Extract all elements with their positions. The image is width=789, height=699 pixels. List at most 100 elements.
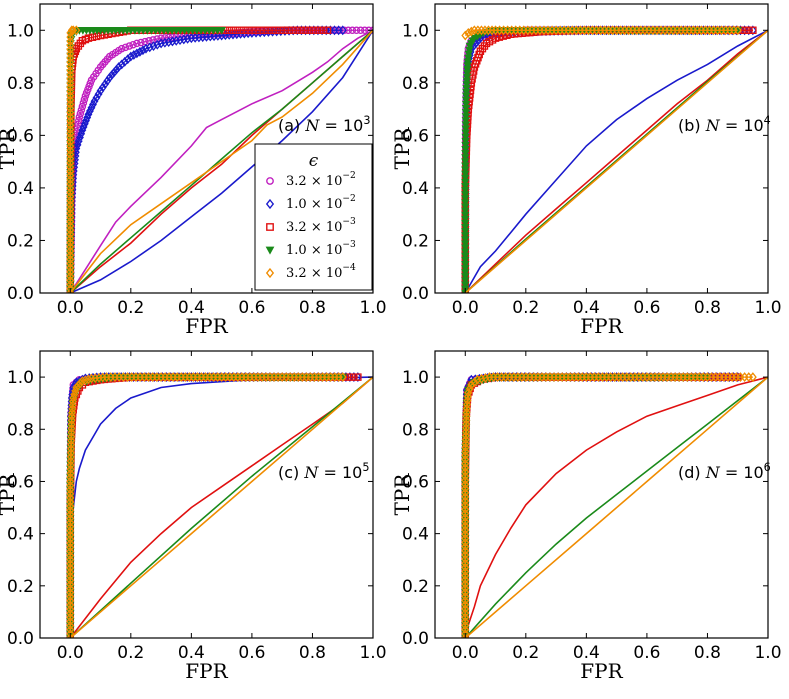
legend-times: × [307, 243, 326, 258]
series-markers [461, 372, 757, 638]
y-tick-label: 0.6 [402, 126, 429, 146]
legend-title: ϵ [309, 151, 319, 171]
series-5 [461, 372, 768, 638]
panel-label-equals: = [720, 463, 744, 482]
x-axis-label: FPR [185, 659, 228, 683]
panel-c: 0.0 0.2 0.4 0.6 0.8 1.0 0.0 0.2 0.4 0.6 0.8 1.0 FPR T… [0, 350, 387, 683]
y-tick-label: 0.0 [7, 629, 34, 649]
series-5 [66, 25, 373, 293]
data-layer [461, 372, 768, 638]
y-tick-label: 0.8 [402, 420, 429, 440]
panel-label: (c) N = 105 [278, 461, 369, 482]
data-layer [66, 25, 373, 293]
legend-power-base: 10 [326, 220, 343, 235]
panel-label-var: N [705, 463, 721, 482]
x-tick-label: 0.4 [573, 298, 600, 318]
y-tick-label: 0.2 [7, 577, 34, 597]
y-tick-label: 0.0 [402, 284, 429, 304]
series-line [464, 376, 768, 638]
x-tick-label: 0.0 [57, 643, 84, 663]
x-tick-label: 0.6 [633, 643, 660, 663]
x-tick-label: 0.2 [512, 298, 539, 318]
series-markers [66, 25, 81, 293]
y-tick-label: 1.0 [7, 21, 34, 41]
legend-times: × [307, 174, 326, 189]
legend-times: × [307, 220, 326, 235]
axes-frame [39, 350, 374, 639]
panel-label: (a) N = 103 [278, 114, 370, 135]
legend-mantissa: 3.2 [286, 266, 307, 281]
series-line [69, 29, 373, 293]
series-line [69, 376, 373, 638]
y-tick-label: 0.8 [7, 420, 34, 440]
panel-label-equals: = [318, 463, 342, 482]
y-tick-label: 0.8 [402, 74, 429, 94]
panel-label: (b) N = 104 [678, 114, 771, 135]
panel-label-prefix: (a) [278, 116, 305, 135]
panel-b: 0.0 0.2 0.4 0.6 0.8 1.0 0.0 0.2 0.4 0.6 0.8 1.0 FPR T… [390, 3, 782, 338]
y-tick-label: 1.0 [402, 21, 429, 41]
legend-power-exponent: −3 [342, 240, 356, 250]
series-line [69, 29, 373, 293]
x-axis-label: FPR [580, 314, 623, 338]
y-axis-label: TPR [0, 127, 19, 170]
legend-entry-label: 1.0 × 10−3 [286, 240, 356, 258]
x-tick-label: 0.0 [452, 643, 479, 663]
series-markers [66, 26, 332, 293]
legend-entry-label: 3.2 × 10−2 [286, 171, 356, 189]
panel-d: 0.0 0.2 0.4 0.6 0.8 1.0 0.0 0.2 0.4 0.6 0.8 1.0 FPR T… [390, 350, 782, 683]
axes-frame [39, 3, 374, 294]
series-line [464, 376, 768, 638]
y-tick-label: 0.6 [7, 472, 34, 492]
legend-marker [266, 223, 274, 231]
panel-label-power-exponent: 3 [363, 114, 370, 127]
panel-label-var: N [304, 116, 320, 135]
legend-power-exponent: −3 [342, 217, 356, 227]
y-tick-label: 0.0 [7, 284, 34, 304]
x-tick-label: 0.4 [178, 298, 205, 318]
panel-label-power-exponent: 6 [764, 461, 771, 474]
y-tick-label: 0.2 [7, 231, 34, 251]
legend-times: × [307, 266, 326, 281]
panel-label-prefix: (b) [678, 116, 706, 135]
series-marker-line [69, 376, 343, 638]
data-layer [461, 25, 768, 293]
legend-times: × [307, 197, 326, 212]
panel-label-power-base: 10 [343, 116, 363, 135]
legend-power-base: 10 [326, 243, 343, 258]
y-tick-label: 1.0 [7, 368, 34, 388]
x-tick-label: 0.6 [238, 298, 265, 318]
x-tick-label: 0.8 [694, 298, 721, 318]
y-tick-label: 1.0 [402, 368, 429, 388]
panel-label-var: N [303, 463, 319, 482]
y-tick-label: 0.4 [7, 179, 34, 199]
series-line [69, 376, 373, 638]
legend-marker [265, 246, 275, 255]
x-tick-label: 0.0 [452, 298, 479, 318]
panel-label-prefix: (d) [678, 463, 706, 482]
series-markers [461, 25, 742, 41]
x-tick-label: 0.4 [178, 643, 205, 663]
x-axis-label: FPR [185, 314, 228, 338]
legend-mantissa: 3.2 [286, 174, 307, 189]
x-tick-label: 0.6 [633, 298, 660, 318]
y-axis-label: TPR [390, 127, 414, 170]
panel-label-var: N [705, 116, 721, 135]
panel-label-equals: = [720, 116, 744, 135]
series-5 [66, 372, 373, 638]
legend-power-base: 10 [326, 174, 343, 189]
panel-label-prefix: (c) [278, 463, 304, 482]
plot-area [435, 4, 768, 293]
series-line [464, 29, 768, 293]
series-line [69, 376, 373, 638]
y-tick-label: 0.6 [7, 126, 34, 146]
series-line [464, 29, 768, 293]
panel-label-equals: = [319, 116, 343, 135]
panel-label-power-exponent: 4 [764, 114, 771, 127]
legend-power-base: 10 [326, 197, 343, 212]
series-line [69, 29, 373, 293]
axes-frame [434, 3, 769, 294]
legend-mantissa: 3.2 [286, 220, 307, 235]
y-tick-label: 0.4 [7, 525, 34, 545]
x-tick-label: 1.0 [754, 298, 781, 318]
